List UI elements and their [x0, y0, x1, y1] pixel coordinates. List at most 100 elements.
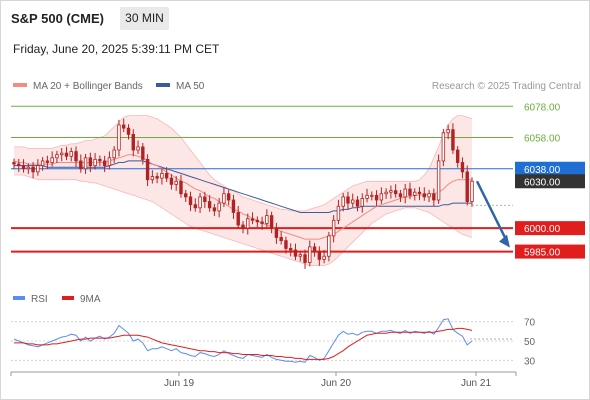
- x-tick-label-Jun 20: Jun 20: [321, 378, 351, 389]
- candle-body: [74, 151, 78, 162]
- ma50-label: MA 50: [176, 81, 205, 92]
- level-label-5985.00: 5985.00: [524, 248, 561, 259]
- candle-body: [231, 199, 236, 213]
- candle-body: [465, 171, 469, 202]
- forecast-arrow-shaft: [475, 180, 509, 243]
- candle-body: [274, 227, 279, 238]
- candle-body: [360, 198, 364, 207]
- candle-body: [269, 215, 274, 229]
- candle-body: [193, 204, 197, 209]
- level-label-6000.00: 6000.00: [524, 224, 561, 235]
- candle-body: [126, 127, 131, 135]
- level-tag-5985.00: [515, 244, 585, 259]
- candle-body: [379, 193, 384, 201]
- candle-body: [12, 162, 16, 165]
- candle-body: [451, 129, 455, 151]
- legend-rsi: RSI: [13, 294, 48, 305]
- rsi-tick-50: 50: [524, 337, 536, 348]
- candle-body: [93, 158, 97, 167]
- candle-body: [188, 196, 193, 206]
- current-price-label: 6030.00: [524, 177, 561, 188]
- rsi-series-9MA: [14, 327, 473, 360]
- candle-body: [374, 194, 379, 201]
- candle-body: [293, 249, 298, 257]
- candle-body: [317, 251, 322, 260]
- candle-body: [336, 205, 341, 221]
- candle-body: [131, 133, 135, 151]
- candle-body: [308, 246, 312, 263]
- ma20-swatch: [13, 83, 27, 88]
- candle-body: [164, 173, 169, 179]
- candle-body: [284, 240, 288, 249]
- legend-ma50: MA 50: [156, 81, 204, 92]
- candle-body: [169, 177, 174, 185]
- candle-body: [83, 157, 88, 170]
- timeframe-badge[interactable]: 30 MIN: [120, 7, 169, 30]
- candle-body: [21, 165, 26, 170]
- candle-body: [40, 160, 45, 167]
- candle-body: [436, 160, 441, 201]
- level-label-6038.00: 6038.00: [524, 165, 561, 176]
- candle-body: [422, 193, 426, 198]
- candle-body: [236, 212, 240, 226]
- candle-body: [346, 196, 350, 204]
- bollinger-band: [14, 115, 472, 266]
- candle-body: [179, 180, 183, 195]
- x-tick-label-Jun 19: Jun 19: [164, 378, 194, 389]
- candle-body: [393, 190, 398, 195]
- candle-body: [64, 152, 69, 157]
- candle-body: [155, 176, 159, 179]
- candle-body: [31, 166, 35, 173]
- candle-body: [355, 199, 360, 207]
- candle-body: [60, 152, 64, 156]
- candle-body: [145, 158, 150, 181]
- candle-body: [174, 180, 178, 185]
- candle-body: [212, 207, 217, 212]
- candle-body: [460, 162, 465, 173]
- instrument-title: S&P 500 (CME): [11, 11, 104, 26]
- candle-body: [102, 160, 107, 167]
- forecast-arrow-head: [499, 234, 510, 248]
- candle-body: [446, 129, 450, 134]
- candle-body: [331, 219, 336, 237]
- candle-body: [389, 190, 393, 193]
- legend-ma20: MA 20 + Bollinger Bands: [13, 81, 143, 92]
- current-price-tag: [515, 174, 585, 189]
- candle-body: [265, 215, 269, 224]
- candle-body: [88, 157, 93, 167]
- candle-body: [427, 193, 431, 198]
- timestamp: Friday, June 20, 2025 5:39:11 PM CET: [13, 42, 220, 56]
- rsi-label: RSI: [31, 294, 48, 305]
- rsi-swatch: [13, 296, 25, 301]
- candle-body: [260, 221, 264, 224]
- candle-body: [217, 202, 221, 212]
- candle-body: [403, 188, 407, 198]
- candle-body: [207, 201, 212, 209]
- ma9-swatch: [62, 296, 74, 301]
- candle-body: [312, 246, 317, 252]
- candle-body: [226, 193, 231, 201]
- candle-body: [289, 248, 293, 251]
- candle-body: [79, 160, 83, 170]
- candle-body: [408, 188, 412, 196]
- candle-body: [26, 166, 31, 170]
- candle-body: [441, 132, 446, 162]
- level-tag-6000.00: [515, 221, 585, 236]
- candle-body: [17, 163, 21, 167]
- candle-body: [45, 160, 50, 163]
- candle-body: [141, 146, 145, 160]
- candle-body: [150, 176, 155, 181]
- ma9-label: 9MA: [80, 294, 101, 305]
- candle-body: [303, 254, 307, 263]
- rsi-series-RSI: [13, 318, 473, 363]
- candle-body: [107, 157, 112, 167]
- candle-body: [203, 196, 207, 202]
- candle-body: [470, 180, 474, 202]
- bollinger-upper-line: [14, 115, 473, 212]
- candle-body: [69, 151, 73, 157]
- rsi-tick-30: 30: [524, 356, 536, 367]
- candle-body: [250, 218, 255, 221]
- candle-body: [222, 193, 226, 204]
- level-label-6078.00: 6078.00: [524, 102, 561, 113]
